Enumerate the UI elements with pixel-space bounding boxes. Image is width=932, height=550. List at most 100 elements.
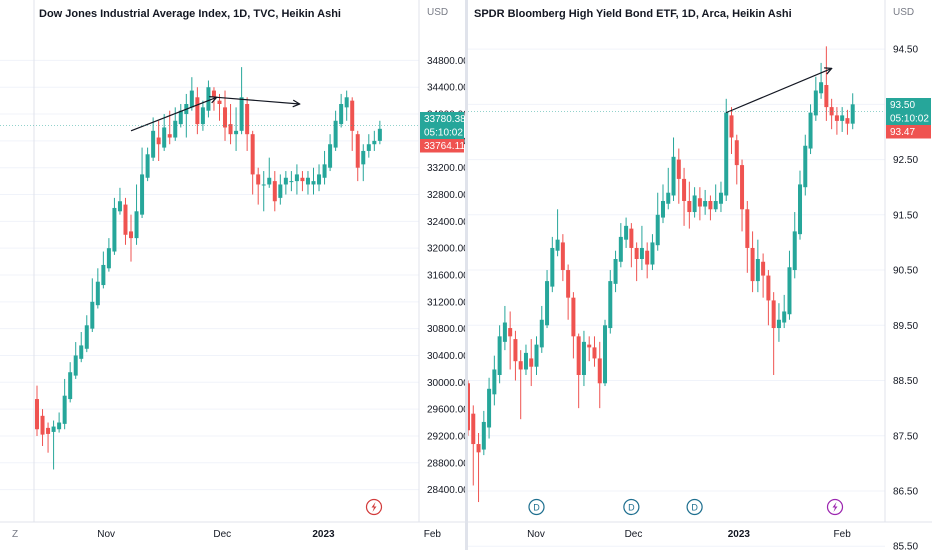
candle[interactable] (703, 189, 708, 215)
candle[interactable] (724, 98, 729, 201)
candle[interactable] (502, 305, 507, 351)
candle[interactable] (750, 231, 755, 293)
candle[interactable] (518, 350, 523, 420)
candle[interactable] (289, 171, 294, 192)
candle[interactable] (300, 171, 305, 192)
candle[interactable] (261, 171, 266, 212)
lightning-icon[interactable] (826, 498, 844, 516)
candle[interactable] (819, 62, 824, 99)
candle[interactable] (803, 134, 808, 196)
candle[interactable] (355, 130, 360, 182)
candle[interactable] (250, 130, 255, 195)
candle[interactable] (798, 170, 803, 240)
candle[interactable] (51, 420, 56, 470)
candle[interactable] (534, 336, 539, 375)
candle[interactable] (697, 187, 702, 221)
candle[interactable] (156, 120, 161, 161)
candle[interactable] (523, 344, 528, 375)
candle[interactable] (79, 332, 84, 363)
candle[interactable] (140, 147, 145, 218)
candle[interactable] (90, 278, 95, 332)
pane-divider[interactable] (465, 0, 468, 550)
candle[interactable] (597, 341, 602, 409)
candle[interactable] (766, 270, 771, 326)
candle[interactable] (566, 264, 571, 320)
candle[interactable] (813, 76, 818, 121)
candle[interactable] (776, 303, 781, 342)
candle[interactable] (344, 90, 349, 121)
candle[interactable] (718, 181, 723, 213)
candle[interactable] (513, 330, 518, 381)
candle[interactable] (692, 187, 697, 218)
dividend-icon[interactable]: D (528, 498, 545, 516)
candle[interactable] (134, 184, 139, 245)
candle[interactable] (112, 197, 117, 255)
candle[interactable] (322, 150, 327, 185)
candle[interactable] (508, 311, 513, 370)
candle[interactable] (223, 90, 228, 141)
candle[interactable] (666, 167, 671, 210)
candle[interactable] (123, 197, 128, 245)
candle[interactable] (634, 242, 639, 282)
candle[interactable] (267, 157, 272, 188)
lightning-icon[interactable] (365, 498, 383, 516)
candle[interactable] (655, 192, 660, 251)
candle[interactable] (629, 223, 634, 268)
candle[interactable] (311, 167, 316, 195)
candle[interactable] (761, 253, 766, 298)
candle[interactable] (576, 333, 581, 409)
candle[interactable] (824, 46, 829, 121)
candle[interactable] (613, 250, 618, 293)
candle[interactable] (487, 377, 492, 439)
candle[interactable] (206, 80, 211, 118)
candle[interactable] (608, 270, 613, 334)
dividend-icon[interactable]: D (623, 498, 640, 516)
candle[interactable] (539, 305, 544, 353)
candle[interactable] (676, 148, 681, 204)
candle[interactable] (468, 380, 470, 436)
candle[interactable] (272, 171, 277, 212)
candle[interactable] (560, 234, 565, 282)
candle[interactable] (239, 67, 244, 135)
candle[interactable] (476, 433, 481, 503)
candle[interactable] (687, 181, 692, 229)
candle[interactable] (84, 315, 89, 353)
candle[interactable] (256, 167, 261, 205)
candle[interactable] (834, 107, 839, 135)
candle[interactable] (339, 93, 344, 128)
candle[interactable] (734, 134, 739, 185)
candle[interactable] (283, 171, 288, 195)
trend-arrow[interactable] (130, 97, 217, 132)
candle[interactable] (555, 209, 560, 257)
candle[interactable] (35, 385, 39, 436)
candle[interactable] (603, 319, 608, 387)
candle[interactable] (350, 97, 355, 151)
candle[interactable] (650, 234, 655, 271)
candle[interactable] (624, 217, 629, 248)
candle[interactable] (366, 134, 371, 158)
candle[interactable] (245, 97, 250, 151)
candle[interactable] (129, 214, 134, 262)
candle[interactable] (217, 93, 222, 121)
candle[interactable] (745, 201, 750, 273)
candle[interactable] (639, 225, 644, 271)
candle[interactable] (481, 410, 486, 456)
candle[interactable] (68, 362, 73, 403)
candle[interactable] (40, 409, 45, 446)
candle[interactable] (328, 134, 333, 172)
candle[interactable] (682, 167, 687, 226)
candle[interactable] (618, 223, 623, 268)
candle[interactable] (333, 110, 338, 151)
candle[interactable] (101, 251, 106, 289)
candle[interactable] (294, 164, 299, 195)
candle[interactable] (787, 250, 792, 320)
candle[interactable] (645, 242, 650, 279)
candle[interactable] (195, 87, 200, 135)
candle[interactable] (46, 422, 51, 453)
candle[interactable] (782, 294, 787, 329)
candle[interactable] (492, 355, 497, 406)
candle[interactable] (740, 159, 745, 232)
candle[interactable] (73, 342, 78, 379)
candle[interactable] (671, 137, 676, 201)
candle[interactable] (228, 104, 233, 145)
